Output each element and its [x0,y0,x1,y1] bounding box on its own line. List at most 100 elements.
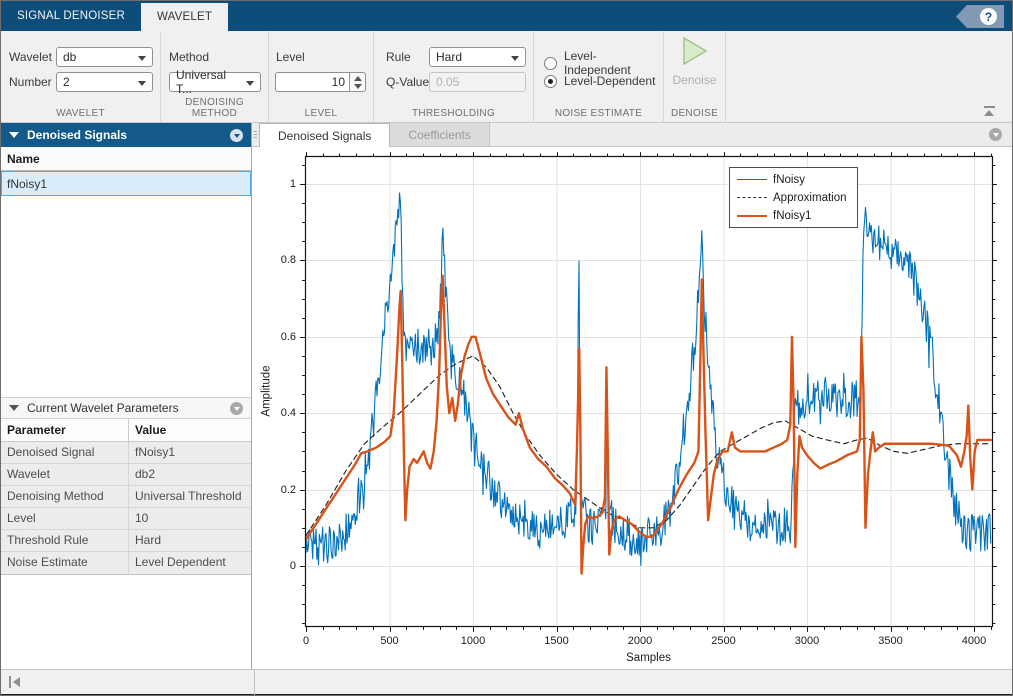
parameter-value: Level Dependent [129,552,251,574]
chart: fNoisyApproximationfNoisy1 0500100015002… [252,147,1012,668]
radio-level-independent-label: Level-Independent [564,49,663,77]
qvalue-field-value: 0.05 [436,75,459,89]
rule-dropdown[interactable]: Hard [429,47,526,67]
tab-signal-denoiser[interactable]: SIGNAL DENOISER [1,1,141,31]
toolstrip: Wavelet db Number 2 WAVELET Method Unive… [1,31,1012,123]
collapse-left-panel-icon [13,677,20,687]
signal-row-fnoisy1[interactable]: fNoisy1 [1,171,251,196]
parameter-row: Denoised SignalfNoisy1 [1,442,251,464]
legend-label: fNoisy1 [773,210,811,222]
toolstrip-section-level: Level 10 LEVEL [269,31,374,122]
parameter-row: Denoising MethodUniversal Threshold [1,486,251,508]
chevron-down-icon [511,56,519,61]
collapse-toolstrip-icon [984,110,994,116]
doc-tab-denoised-signals[interactable]: Denoised Signals [259,123,390,147]
legend-label: fNoisy [773,174,805,186]
toolstrip-section-noise-estimate: Level-Independent Level-Dependent NOISE … [534,31,664,122]
denoise-button[interactable]: Denoise [664,37,725,87]
wavelet-dropdown[interactable]: db [56,47,153,67]
rule-dropdown-value: Hard [436,50,462,64]
chevron-down-icon [138,56,146,61]
legend-entry: Approximation [737,190,847,205]
parameter-name: Noise Estimate [1,552,129,574]
collapse-panel-icon[interactable] [9,405,19,411]
panel-menu-icon[interactable] [230,129,243,142]
parameter-name: Wavelet [1,464,129,485]
parameter-value: Hard [129,530,251,551]
x-tick-label: 1000 [461,635,485,647]
parameter-name: Level [1,508,129,529]
help-button[interactable]: ? [956,5,1004,28]
number-dropdown[interactable]: 2 [56,72,153,92]
qvalue-label: Q-Value [386,75,429,89]
legend-entry: fNoisy [737,172,847,187]
parameter-name: Denoising Method [1,486,129,507]
x-tick-label: 2000 [628,635,652,647]
radio-icon[interactable] [544,57,557,70]
radio-level-independent[interactable]: Level-Independent [544,49,663,77]
y-tick-label: 0 [290,560,296,572]
parameter-column-header: Parameter [1,419,129,441]
wavelet-parameters-panel-header[interactable]: Current Wavelet Parameters [1,397,251,419]
x-tick-label: 3000 [795,635,819,647]
app-tab-bar: SIGNAL DENOISER WAVELET ? [1,1,1012,31]
y-tick-label: 0.2 [281,484,296,496]
section-label-noise-estimate: NOISE ESTIMATE [534,108,663,119]
x-tick-label: 4000 [962,635,986,647]
play-icon [682,37,708,65]
x-tick-label: 3500 [878,635,902,647]
radio-level-dependent[interactable]: Level-Dependent [544,74,655,88]
panel-menu-icon[interactable] [230,402,243,415]
document-tab-bar: Denoised Signals Coefficients [252,123,1012,147]
parameters-table-body: Denoised SignalfNoisy1Waveletdb2Denoisin… [1,442,251,574]
help-icon: ? [980,8,997,25]
rule-label: Rule [386,50,411,64]
document-area: Denoised Signals Coefficients fNoisy Appr… [252,123,1012,669]
number-label: Number [9,75,52,89]
x-axis-label: Samples [626,652,671,664]
value-column-header: Value [129,419,251,441]
main-body: Denoised Signals Name fNoisy1 Current Wa… [1,123,1012,669]
spinner-down-icon[interactable] [354,84,362,89]
level-spinner[interactable]: 10 [275,72,366,92]
level-spinner-value[interactable]: 10 [275,72,349,92]
section-label-level: LEVEL [269,108,373,119]
collapse-toolstrip-button[interactable] [982,106,996,116]
doc-tab-coefficients[interactable]: Coefficients [390,123,489,146]
wavelet-dropdown-value: db [63,50,76,64]
spinner-up-icon[interactable] [354,76,362,81]
parameter-row: Noise EstimateLevel Dependent [1,552,251,574]
toolstrip-section-thresholding: Rule Hard Q-Value 0.05 THRESHOLDING [374,31,534,122]
parameters-table-header: Parameter Value [1,419,251,442]
tabbar-grip[interactable] [252,123,259,146]
wavelet-parameters-panel-title: Current Wavelet Parameters [27,401,222,415]
x-tick-label: 2500 [711,635,735,647]
method-dropdown-value: Universal T... [176,68,242,96]
collapse-left-panel-button[interactable] [9,676,20,688]
number-dropdown-value: 2 [63,75,70,89]
document-actions-icon[interactable] [989,128,1002,141]
parameter-name: Denoised Signal [1,442,129,463]
y-tick-label: 0.6 [281,331,296,343]
denoise-button-label: Denoise [672,73,716,87]
parameter-value: 10 [129,508,251,529]
section-label-wavelet: WAVELET [1,108,160,119]
radio-checked-icon[interactable] [544,75,557,88]
legend-label: Approximation [773,192,847,204]
y-tick-label: 0.4 [281,407,296,419]
denoised-signals-panel-header[interactable]: Denoised Signals [1,123,251,147]
tab-wavelet[interactable]: WAVELET [141,3,228,31]
signal-name: fNoisy1 [7,177,47,191]
method-dropdown[interactable]: Universal T... [169,72,261,92]
level-label: Level [276,50,305,64]
status-bar-divider [254,670,255,695]
method-label: Method [169,50,209,64]
section-label-denoising-method: DENOISING METHOD [161,97,268,119]
qvalue-field[interactable]: 0.05 [429,72,526,92]
chart-canvas[interactable] [252,147,1012,668]
chevron-down-icon [138,81,146,86]
collapse-panel-icon[interactable] [9,132,19,138]
collapse-left-panel-icon [9,676,11,688]
level-spinner-buttons[interactable] [349,72,366,92]
parameter-value: fNoisy1 [129,442,251,463]
